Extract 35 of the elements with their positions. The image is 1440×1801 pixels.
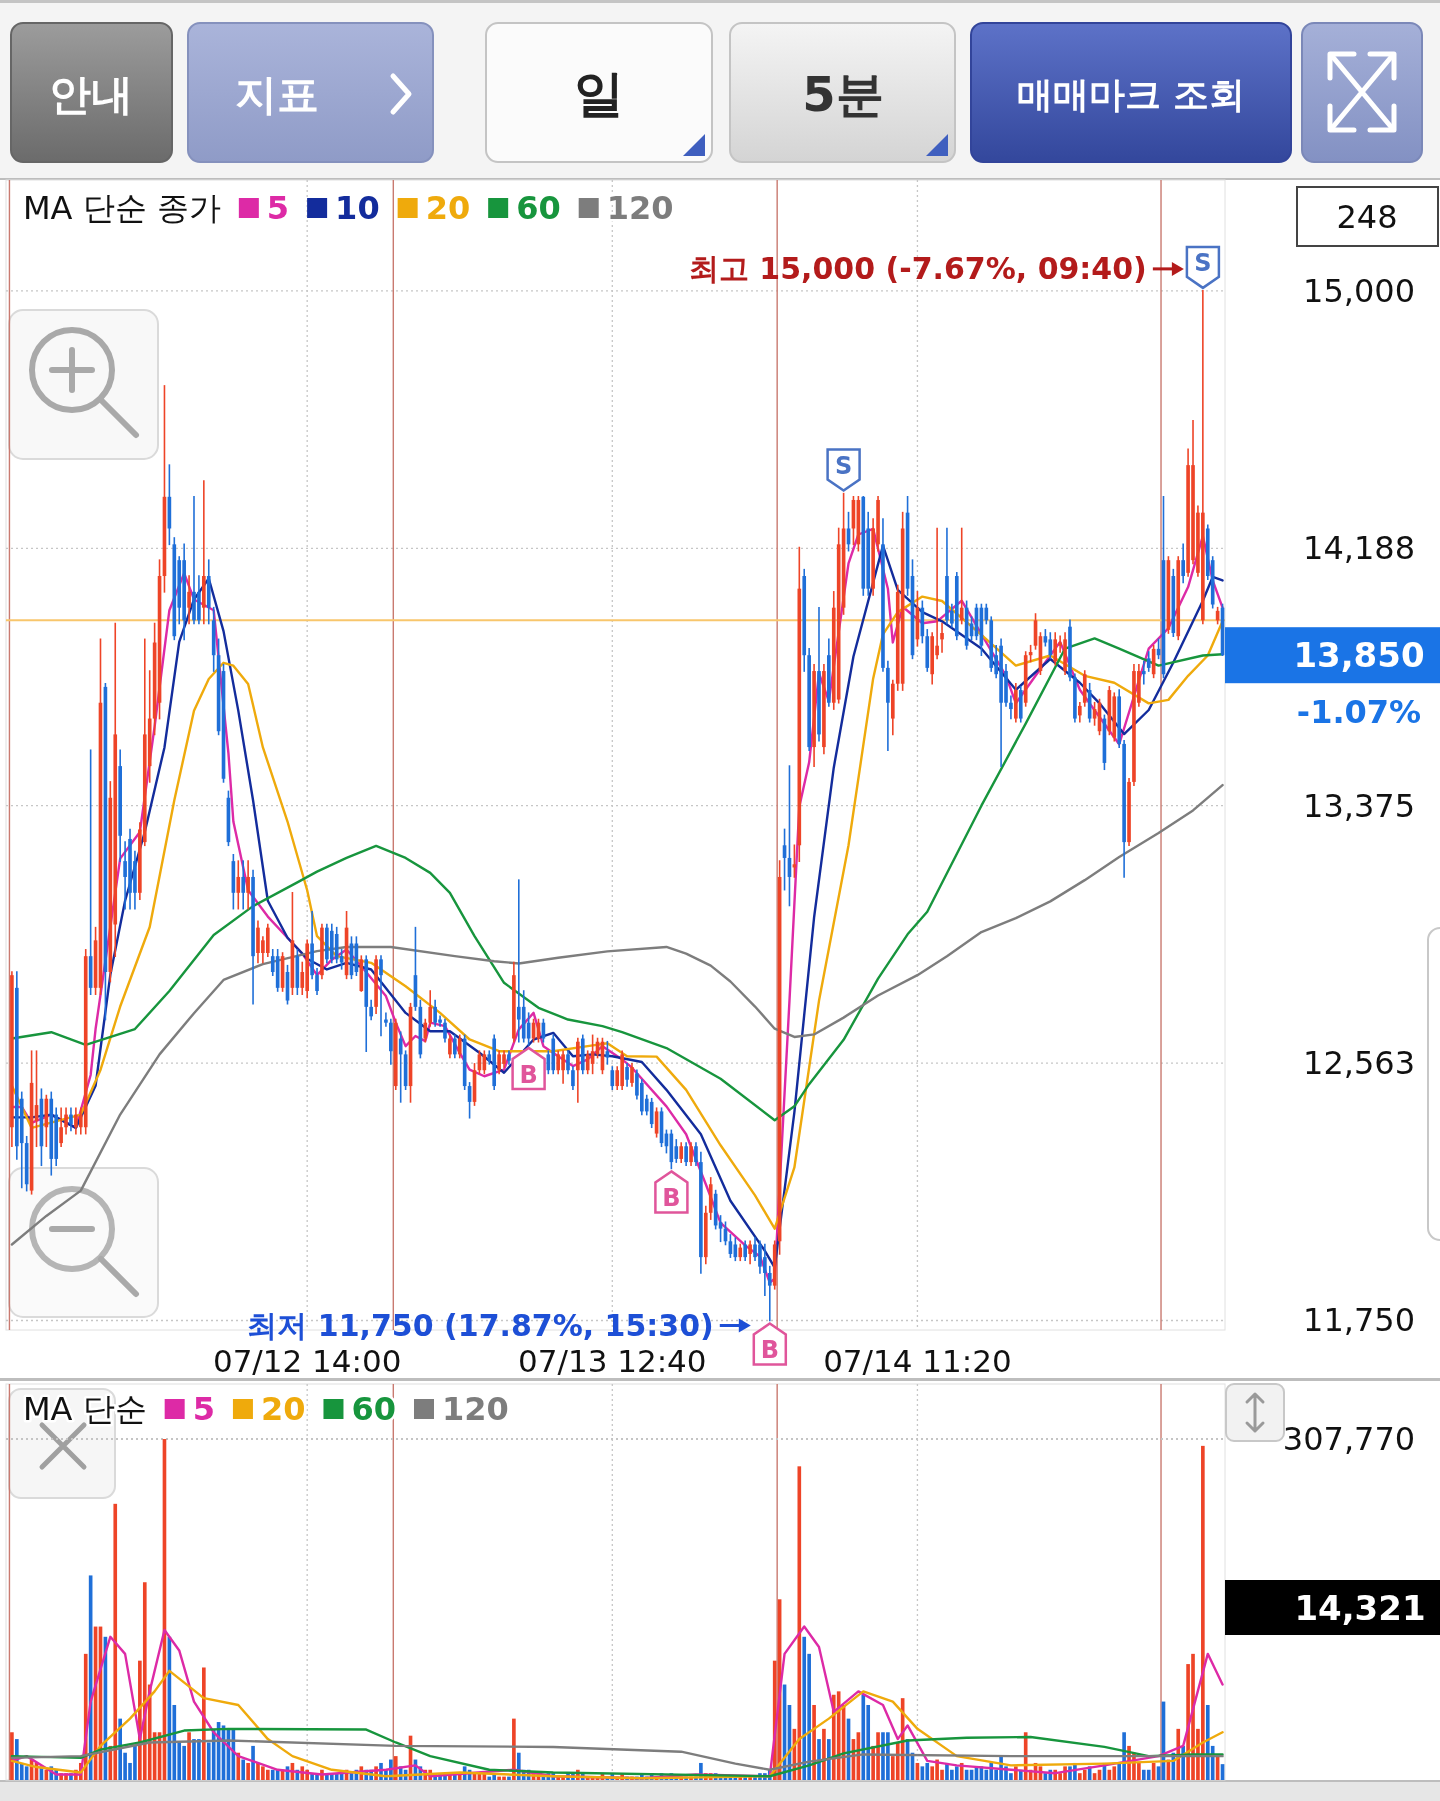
annotation: B [662,1184,681,1213]
legend-label: 20 [425,189,471,227]
legend-label: 5 [266,189,290,227]
annotation: B [519,1060,538,1089]
legend-label: 20 [260,1390,306,1428]
legend-title: MA 단순 종가 [23,189,221,227]
y-tick-label: 14,188 [1303,529,1415,568]
x-tick-label: 07/14 11:20 [823,1343,1012,1379]
x-tick-label: 07/12 14:00 [212,1343,402,1379]
text: 매매마크 조회 [1016,73,1246,115]
legend-title: MA 단순 [23,1390,147,1428]
legend-label: 5 [192,1390,215,1428]
text: 지표 [235,69,319,119]
legend-label: 120 [606,189,674,227]
annotation: S [834,451,853,480]
x-tick-label: 07/13 12:40 [518,1343,707,1379]
annotation: 최저 11,750 (17.87%, 15:30) [247,1308,714,1343]
legend-label: 120 [442,1390,509,1428]
legend-label: 60 [516,189,561,227]
annotation: S [1194,248,1212,277]
text: 248 [1336,198,1398,236]
y-tick-label: 13,375 [1303,786,1415,825]
text: 5분 [802,66,884,122]
y-tick-label: 11,750 [1303,1301,1415,1340]
annotation: 최고 15,000 (-7.67%, 09:40) [688,251,1147,287]
y-tick-label: 15,000 [1303,271,1415,310]
annotation: B [760,1336,779,1365]
text: 13,850 [1293,635,1425,676]
text: 307,770 [1282,1420,1416,1459]
text: 안내 [49,69,133,119]
text: 14,321 [1294,1588,1426,1628]
legend-label: 10 [335,189,380,227]
text: -1.07% [1296,693,1422,732]
y-tick-label: 12,563 [1303,1044,1415,1083]
text: 일 [574,65,624,123]
